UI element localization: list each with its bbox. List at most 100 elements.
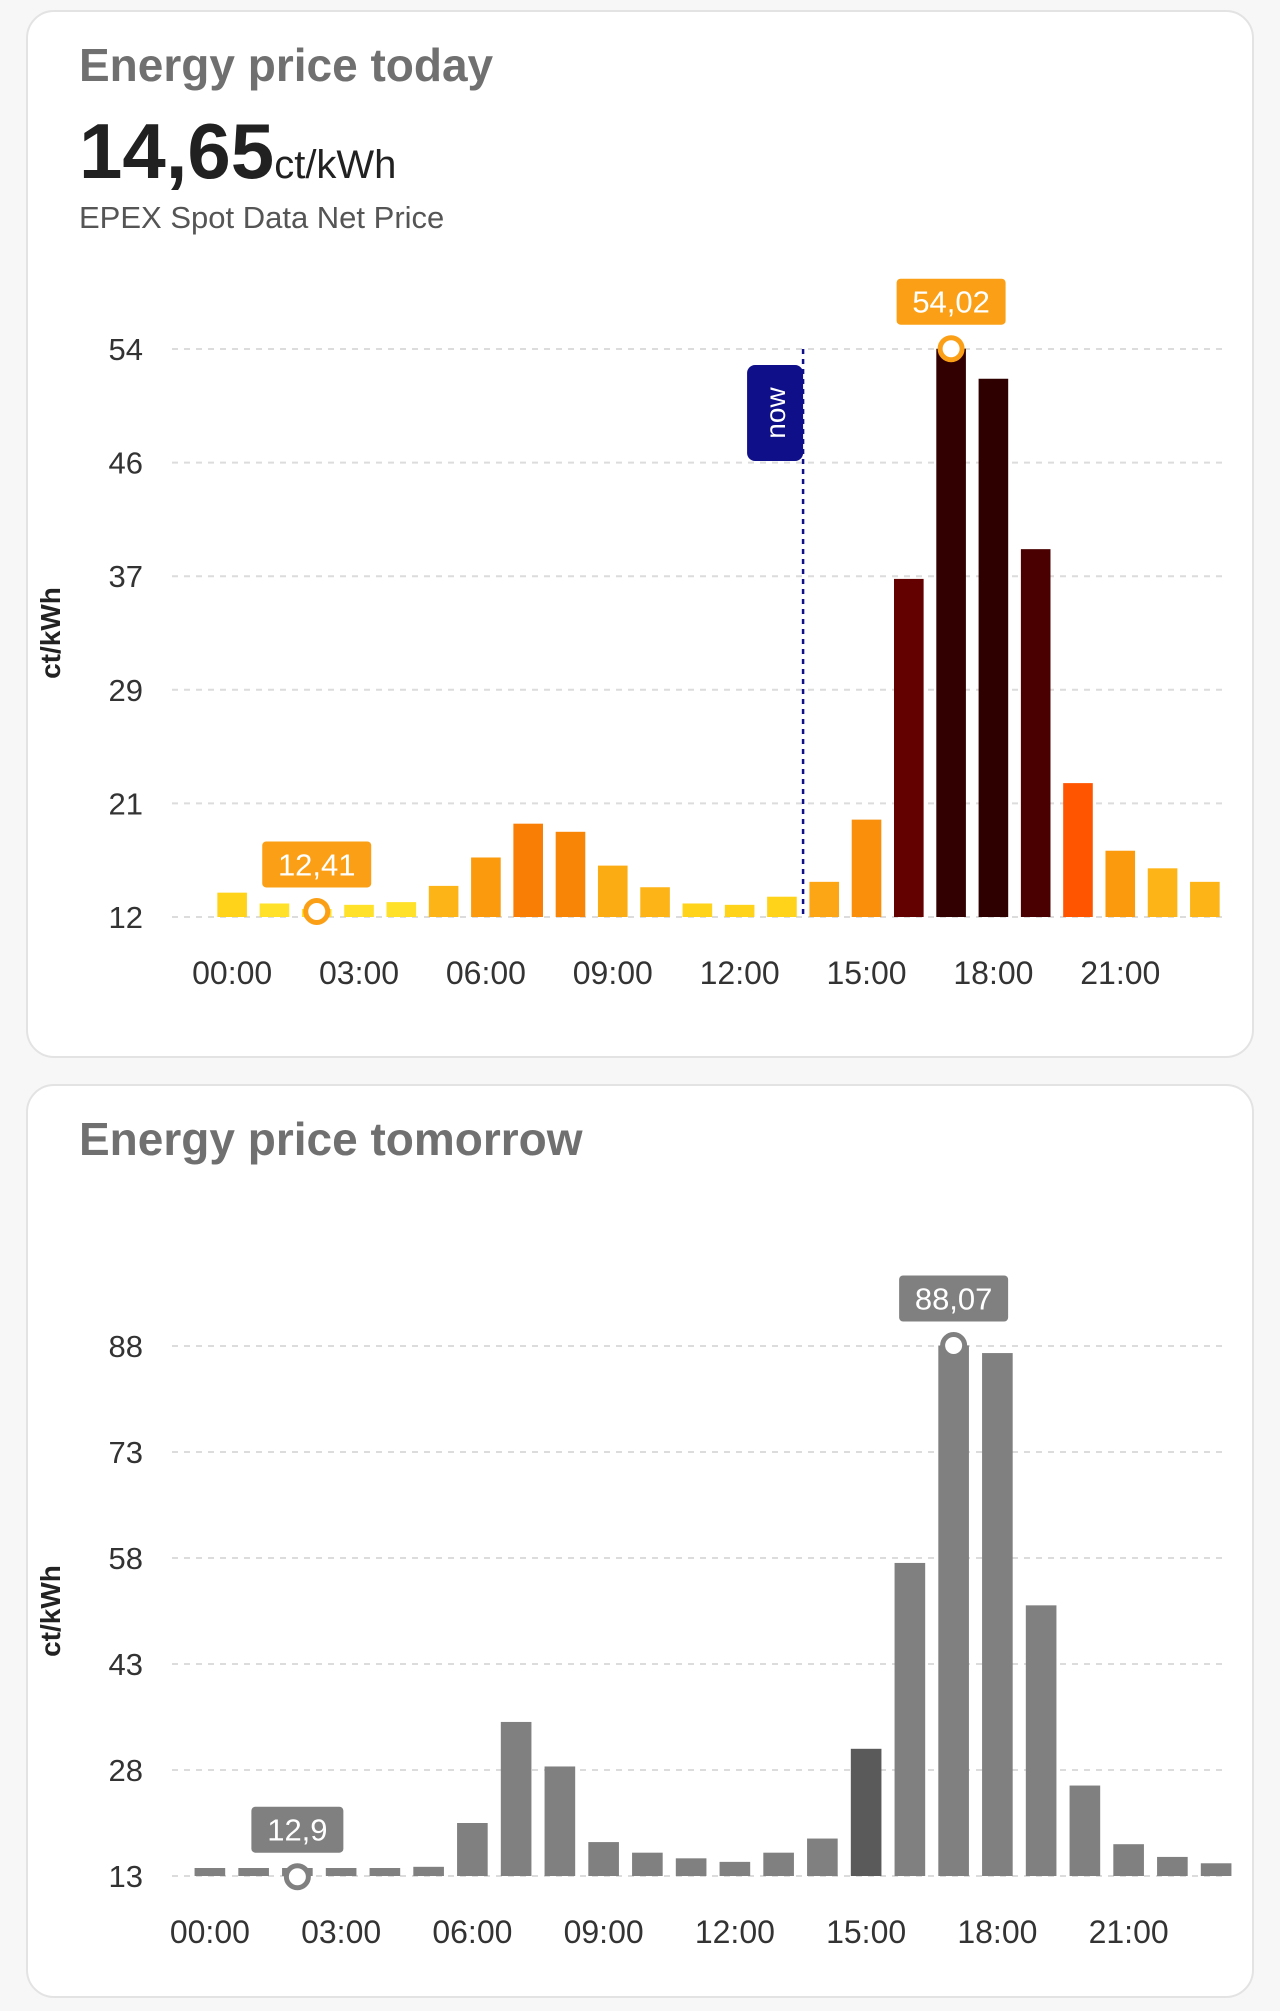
current-price-unit: ct/kWh (274, 143, 397, 187)
bar (807, 1838, 838, 1876)
bar (544, 1766, 576, 1876)
y-tick-label: 43 (109, 1647, 143, 1682)
bar (640, 887, 670, 917)
bar (597, 865, 628, 917)
max-point-marker (937, 335, 965, 363)
bar (894, 1562, 926, 1876)
x-tick-label: 12:00 (700, 955, 780, 991)
energy-price-today-card: Energy price today 14,65ct/kWh EPEX Spot… (26, 10, 1254, 1058)
y-tick-label: 73 (109, 1435, 143, 1470)
x-tick-label: 06:00 (432, 1914, 512, 1950)
x-tick-label: 06:00 (446, 955, 526, 991)
bar (369, 1868, 401, 1876)
bar (724, 904, 755, 917)
bar (471, 857, 501, 917)
max-point-marker (940, 1332, 968, 1360)
bar (344, 904, 374, 917)
x-tick-label: 12:00 (695, 1914, 775, 1950)
bar (500, 1721, 532, 1876)
bar (1025, 1605, 1057, 1876)
y-tick-label: 28 (109, 1753, 143, 1788)
bar (938, 1345, 969, 1876)
bar (457, 1823, 488, 1876)
bar (428, 885, 459, 917)
bar (386, 902, 417, 917)
y-tick-label: 37 (109, 559, 143, 594)
current-price-value: 14,65 (79, 107, 275, 195)
bar (325, 1868, 357, 1876)
max-value-badge (896, 278, 1006, 325)
bar (1190, 881, 1220, 917)
y-axis-title: ct/kWh (35, 587, 66, 679)
x-tick-label: 21:00 (1080, 955, 1160, 991)
y-tick-label: 54 (109, 332, 143, 367)
card-title: Energy price tomorrow (79, 1113, 583, 1165)
y-tick-label: 58 (109, 1541, 143, 1576)
bar (413, 1866, 444, 1876)
bar (1200, 1863, 1232, 1876)
x-tick-label: 09:00 (564, 1914, 644, 1950)
bar (259, 903, 290, 917)
y-tick-label: 29 (109, 673, 143, 708)
bar (588, 1842, 619, 1876)
now-badge (747, 365, 804, 461)
bar (238, 1868, 269, 1876)
max-value-label: 88,07 (915, 1282, 993, 1317)
bar (1105, 850, 1136, 917)
bar (719, 1861, 751, 1876)
x-tick-label: 03:00 (301, 1914, 381, 1950)
bar (1113, 1844, 1144, 1876)
min-value-badge (251, 1806, 344, 1853)
y-axis-title: ct/kWh (35, 1565, 66, 1657)
bar (1147, 868, 1178, 917)
bar (978, 378, 1009, 917)
min-value-label: 12,41 (278, 847, 356, 882)
y-tick-label: 12 (109, 900, 143, 935)
bar (982, 1353, 1013, 1876)
price-chart-tomorrow[interactable]: 13 28 43 58 73 88 ct/kWh 00:00 03:00 06:00 09:00 12… (28, 1146, 1256, 1966)
min-value-label: 12,9 (267, 1813, 327, 1848)
bar (1020, 549, 1051, 917)
y-tick-label: 46 (109, 446, 143, 481)
bar (894, 578, 924, 917)
price-chart-today[interactable]: 12 21 29 37 46 54 ct/kWh 00:00 03:00 06:00 09:00 12… (28, 252, 1256, 1012)
bar (217, 892, 247, 917)
bar (675, 1858, 707, 1876)
bar (632, 1852, 663, 1876)
y-tick-label: 88 (109, 1329, 143, 1364)
now-label: now (760, 387, 791, 439)
bar (763, 1852, 794, 1876)
x-tick-label: 09:00 (573, 955, 653, 991)
bar (809, 881, 840, 917)
card-subtitle: EPEX Spot Data Net Price (79, 200, 445, 235)
x-tick-label: 21:00 (1089, 1914, 1169, 1950)
y-tick-label: 21 (109, 786, 143, 821)
x-tick-label: 18:00 (957, 1914, 1037, 1950)
y-tick-label: 13 (109, 1859, 143, 1894)
card-title: Energy price today (79, 39, 494, 91)
bar (682, 903, 713, 917)
max-value-label: 54,02 (912, 285, 990, 320)
bar (767, 896, 797, 917)
bar (194, 1868, 226, 1876)
min-point-marker (303, 897, 331, 925)
x-tick-label: 00:00 (192, 955, 272, 991)
x-tick-label: 15:00 (826, 955, 906, 991)
bar (936, 348, 966, 918)
min-value-badge (262, 841, 372, 888)
bar (1063, 783, 1093, 917)
x-tick-label: 18:00 (953, 955, 1033, 991)
bar (851, 819, 882, 917)
bar (850, 1748, 882, 1876)
max-value-badge (899, 1275, 1009, 1322)
bar (513, 823, 543, 917)
x-tick-label: 03:00 (319, 955, 399, 991)
min-point-marker (283, 1863, 311, 1891)
bar (555, 831, 586, 917)
bar (1157, 1856, 1188, 1876)
bar (1069, 1785, 1101, 1876)
x-tick-label: 00:00 (170, 1914, 250, 1950)
x-tick-label: 15:00 (826, 1914, 906, 1950)
current-price: 14,65ct/kWh (79, 106, 396, 197)
energy-price-tomorrow-card: Energy price tomorrow 13 28 43 58 73 88 ct/kWh… (26, 1084, 1254, 1998)
